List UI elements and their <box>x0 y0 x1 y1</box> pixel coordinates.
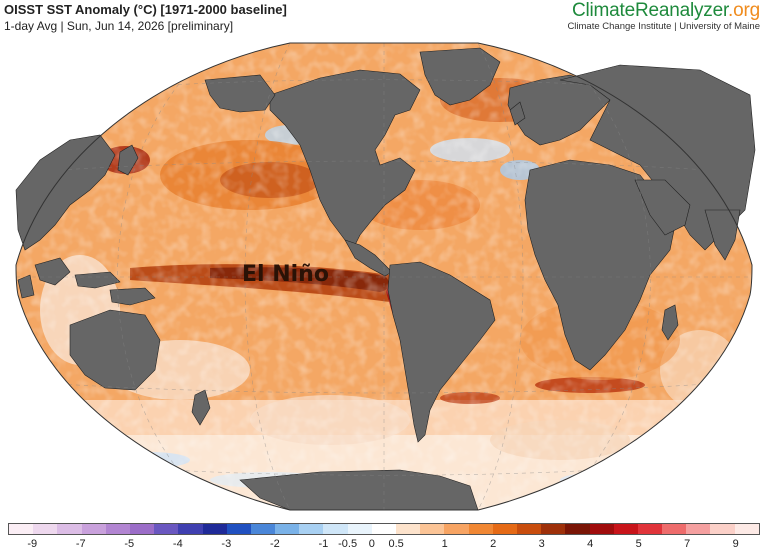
graticule <box>16 43 752 510</box>
colorbar-segment <box>613 524 638 534</box>
colorbar-segment <box>589 524 614 534</box>
globe-outline <box>15 42 753 511</box>
colorbar-segment <box>444 524 469 534</box>
colorbar <box>8 523 760 535</box>
brand-affiliation: Climate Change Institute | University of… <box>567 21 760 32</box>
land-layer <box>15 47 756 511</box>
colorbar-segment <box>420 524 445 534</box>
map-title: OISST SST Anomaly (°C) [1971-2000 baseli… <box>4 2 287 17</box>
colorbar-tick-label: 0 <box>368 538 375 550</box>
colorbar-segment <box>516 524 542 534</box>
colorbar-segment <box>347 524 372 534</box>
colorbar-segment <box>105 524 130 534</box>
colorbar-segment <box>81 524 106 534</box>
colorbar-tick-label: 3 <box>538 538 545 550</box>
colorbar-tick-label: -3 <box>221 538 232 550</box>
el-nino-annotation: El Niño <box>242 262 329 287</box>
colorbar-segment <box>226 524 251 534</box>
brand-logo[interactable]: ClimateReanalyzer.org Climate Change Ins… <box>567 0 760 32</box>
colorbar-segment <box>637 524 663 534</box>
colorbar-segment <box>178 524 203 534</box>
colorbar-segment <box>541 524 566 534</box>
colorbar-segment <box>323 524 348 534</box>
colorbar-segment <box>154 524 179 534</box>
colorbar-tick-label: -4 <box>172 538 183 550</box>
colorbar-segment <box>492 524 517 534</box>
colorbar-segment <box>734 524 759 534</box>
colorbar-labels: -9 -7 -5 -4 -3 -2 -1 -0.5 0 0.5 1 2 3 4 5 7 9 <box>0 538 768 554</box>
colorbar-tick-label: -0.5 <box>338 538 358 550</box>
sst-anomaly-map: El Niño <box>0 40 768 516</box>
colorbar-segment <box>371 524 396 534</box>
colorbar-tick-label: -7 <box>75 538 86 550</box>
colorbar-tick-label: 1 <box>441 538 448 550</box>
colorbar-tick-label: -1 <box>318 538 329 550</box>
colorbar-tick-label: 9 <box>732 538 739 550</box>
brand-name-main: ClimateReanalyzer <box>571 0 729 21</box>
colorbar-segment <box>129 524 155 534</box>
colorbar-tick-label: 2 <box>490 538 497 550</box>
colorbar-tick-label: 7 <box>684 538 691 550</box>
colorbar-segment <box>250 524 276 534</box>
colorbar-segment <box>396 524 421 534</box>
colorbar-segment <box>275 524 300 534</box>
map-subtitle: 1-day Avg | Sun, Jun 14, 2026 [prelimina… <box>4 19 234 33</box>
colorbar-tick-label: -2 <box>269 538 280 550</box>
colorbar-segment <box>468 524 493 534</box>
colorbar-segment <box>710 524 735 534</box>
colorbar-tick-label: 4 <box>587 538 594 550</box>
colorbar-tick-label: 0.5 <box>388 538 404 550</box>
brand-name: ClimateReanalyzer.org <box>567 0 760 22</box>
colorbar-segment <box>33 524 58 534</box>
colorbar-segment <box>662 524 687 534</box>
colorbar-segment <box>9 524 34 534</box>
colorbar-segment <box>57 524 82 534</box>
colorbar-segment <box>299 524 324 534</box>
colorbar-segment <box>686 524 711 534</box>
colorbar-segment <box>565 524 590 534</box>
colorbar-tick-label: -5 <box>124 538 135 550</box>
map-canvas <box>15 42 756 511</box>
colorbar-segment <box>202 524 227 534</box>
colorbar-tick-label: 5 <box>635 538 642 550</box>
brand-name-tld: .org <box>728 0 760 21</box>
map-header: OISST SST Anomaly (°C) [1971-2000 baseli… <box>0 0 768 40</box>
colorbar-tick-label: -9 <box>27 538 38 550</box>
